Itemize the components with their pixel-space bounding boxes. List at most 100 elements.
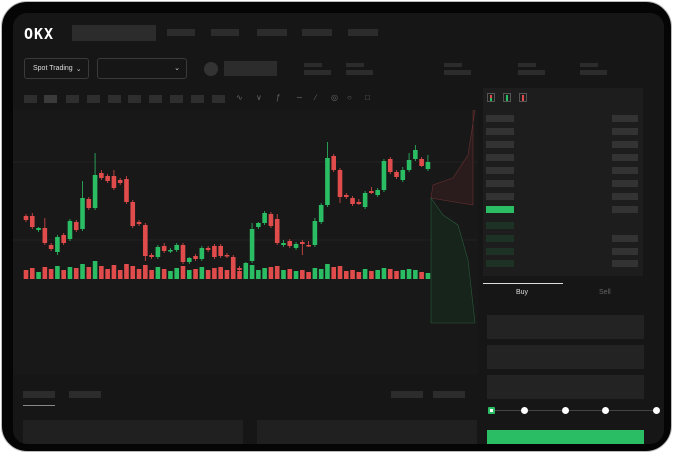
volume-bar [249, 265, 255, 279]
volume-bar [111, 265, 117, 279]
price-input[interactable] [487, 315, 644, 339]
volume-bar [268, 267, 274, 279]
filter-button[interactable] [433, 391, 465, 398]
candle-body [80, 198, 85, 229]
candle-body [274, 219, 280, 243]
candlestick-chart[interactable] [13, 109, 478, 375]
filter-button[interactable] [391, 391, 423, 398]
candle-body [237, 268, 242, 270]
timeframe-button[interactable] [44, 95, 57, 103]
bid-price [486, 248, 514, 255]
candle-body [218, 246, 223, 256]
spot-trading-dropdown[interactable]: Spot Trading ⌄ [24, 58, 89, 79]
order-book-both-icon[interactable] [487, 93, 495, 102]
volume-bar [281, 270, 286, 279]
candle-body [343, 195, 349, 197]
volume-bar [193, 269, 198, 279]
ask-price [486, 167, 514, 174]
header-amount [612, 115, 638, 122]
volume-bar [29, 268, 35, 279]
amount-input[interactable] [487, 345, 644, 369]
timeframe-button[interactable] [24, 95, 37, 103]
bid-amount [612, 260, 638, 267]
candle-body [387, 159, 393, 172]
tab-buy[interactable]: Buy [516, 289, 529, 296]
order-book-buy-icon[interactable] [503, 93, 511, 102]
tab-open-orders[interactable] [23, 391, 55, 398]
slider-stop-100[interactable] [653, 407, 660, 414]
order-book-sell-icon[interactable] [519, 93, 527, 102]
candle-body [130, 202, 136, 226]
timeframe-button[interactable] [128, 95, 141, 103]
candle-body [325, 158, 330, 205]
volume-bar [105, 269, 110, 279]
timeframe-button[interactable] [149, 95, 162, 103]
candle-body [362, 193, 368, 207]
orders-card [23, 420, 243, 444]
nav-item[interactable] [167, 29, 195, 36]
volume-bar [124, 264, 129, 279]
timeframe-button[interactable] [212, 95, 225, 103]
tab-sell[interactable]: Sell [599, 289, 611, 296]
depth-bids-area [430, 197, 476, 324]
ask-amount [612, 167, 638, 174]
magnet-icon[interactable]: ◎ [331, 93, 338, 102]
pen-icon[interactable]: ∕ [315, 93, 317, 102]
volume-bar [48, 269, 54, 279]
search-bar[interactable] [72, 25, 156, 41]
candle-icon[interactable]: ∨ [256, 93, 262, 102]
candle-body [111, 176, 117, 188]
candle-body [168, 250, 173, 252]
bid-price [486, 235, 514, 242]
volume-bar [73, 268, 79, 279]
volume-bar [36, 272, 41, 279]
ask-amount [612, 180, 638, 187]
candle-body [212, 246, 217, 257]
slider-stop-25[interactable] [521, 407, 528, 414]
total-input[interactable] [487, 375, 644, 399]
circle-icon[interactable]: ○ [347, 93, 352, 102]
indicator-icon[interactable]: ƒ [276, 93, 281, 102]
volume-bar [80, 264, 85, 279]
candle-body [149, 255, 154, 257]
slider-handle[interactable] [488, 407, 495, 414]
tab-order-history[interactable] [69, 391, 101, 398]
candle-body [205, 248, 211, 250]
candle-body [186, 258, 192, 262]
candle-body [230, 257, 236, 270]
volume-bar [362, 269, 368, 279]
pair-dropdown[interactable]: ⌄ [97, 58, 187, 79]
nav-item[interactable] [257, 29, 287, 36]
square-icon[interactable]: □ [365, 93, 370, 102]
volume-bar [375, 270, 380, 279]
volume-bar [180, 266, 186, 279]
timeframe-button[interactable] [87, 95, 100, 103]
trend-icon[interactable]: ∼ [296, 93, 303, 102]
nav-item[interactable] [302, 29, 332, 36]
stat-value [518, 70, 545, 75]
nav-item[interactable] [348, 29, 378, 36]
volume-bar [218, 267, 223, 279]
timeframe-button[interactable] [170, 95, 183, 103]
slider-stop-75[interactable] [602, 407, 609, 414]
candle-body [268, 214, 274, 226]
stat-value [580, 70, 607, 75]
ask-amount [612, 193, 638, 200]
ask-price [486, 180, 514, 187]
line-chart-icon[interactable]: ∿ [236, 93, 243, 102]
buy-button[interactable] [487, 430, 644, 444]
timeframe-button[interactable] [191, 95, 204, 103]
candle-body [369, 191, 374, 193]
nav-item[interactable] [211, 29, 239, 36]
volume-bar [92, 261, 98, 279]
bid-price [486, 260, 514, 267]
stat-label [304, 63, 322, 67]
buy-tab-underline [483, 283, 563, 284]
candle-body [36, 228, 41, 230]
slider-stop-50[interactable] [562, 407, 569, 414]
timeframe-button[interactable] [108, 95, 121, 103]
timeframe-button[interactable] [66, 95, 79, 103]
amount-slider-track[interactable] [491, 410, 658, 411]
volume-bar [55, 266, 60, 279]
